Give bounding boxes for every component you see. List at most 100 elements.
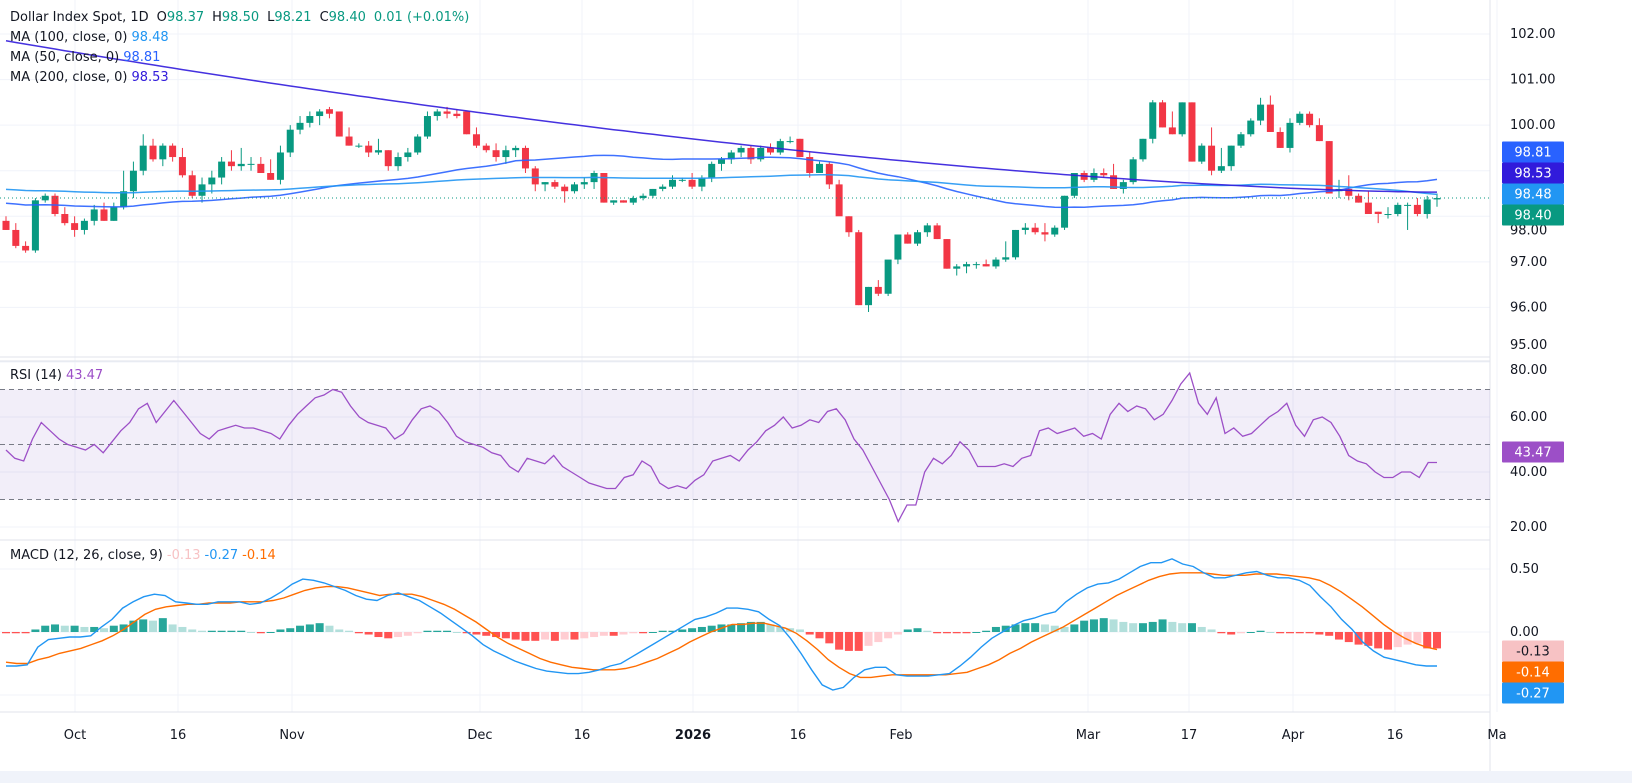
candle (218, 157, 226, 185)
candle (178, 147, 186, 178)
candle-body (629, 198, 637, 203)
macd-histogram-bar (580, 632, 589, 639)
time-axis-label: 16 (170, 728, 187, 743)
candle (159, 143, 167, 167)
macd-histogram-bar (1325, 632, 1334, 636)
candle (629, 195, 637, 205)
macd-histogram-bar (1197, 626, 1206, 632)
candle (933, 223, 941, 240)
macd-histogram-bar (374, 632, 383, 638)
candle-body (325, 109, 333, 114)
candle (1404, 202, 1412, 230)
price-axis-label: 101.00 (1510, 73, 1556, 88)
candle (1168, 111, 1176, 135)
candle (816, 161, 824, 173)
candle-body (1012, 229, 1020, 258)
macd-histogram-bar (1383, 632, 1392, 650)
candle-body (835, 184, 843, 217)
time-axis-label: 16 (574, 728, 591, 743)
macd-histogram-bar (1207, 629, 1216, 632)
candle-body (678, 179, 686, 181)
macd-histogram-bar (207, 630, 216, 632)
time-axis[interactable]: Oct 16 Nov Dec 16 2026 16 Feb Mar 17 Apr 16 Ma (0, 728, 1632, 783)
macd-histogram-bar (109, 625, 118, 632)
candle-body (1374, 211, 1382, 215)
candle-body (433, 111, 441, 117)
ma200-legend[interactable]: MA (200, close, 0) 98.53 (10, 68, 173, 88)
macd-legend[interactable]: MACD (12, 26, close, 9) -0.13 -0.27 -0.14 (10, 546, 280, 566)
candle (1296, 111, 1304, 126)
candle-body (953, 266, 961, 269)
candle-body (1198, 145, 1206, 162)
macd-histogram-bar (746, 621, 755, 632)
candle (237, 147, 245, 171)
candle (747, 145, 755, 164)
candle (1227, 145, 1235, 171)
candle (384, 150, 392, 171)
ma50-value: 98.81 (123, 50, 161, 65)
macd-histogram-bar (805, 632, 814, 635)
open-label: O (156, 10, 167, 25)
candle (90, 204, 98, 226)
candle-body (1266, 104, 1274, 132)
macd-histogram-bar (345, 630, 354, 632)
candle (1149, 100, 1157, 144)
candle-body (1168, 127, 1176, 135)
candle (619, 200, 627, 203)
macd-histogram-bar (21, 632, 30, 634)
candle (267, 159, 275, 180)
macd-histogram-bar (315, 623, 324, 632)
candle-body (306, 116, 314, 123)
macd-histogram-bar (874, 632, 883, 643)
ma50-legend[interactable]: MA (50, close, 0) 98.81 (10, 48, 164, 68)
price-axis-label: 96.00 (1510, 300, 1547, 315)
candle-body (531, 168, 539, 185)
candle-body (80, 220, 88, 230)
macd-histogram-bar (962, 632, 971, 634)
rsi-label: RSI (14) (10, 368, 62, 383)
price-axis[interactable]: 102.00 101.00 100.00 98.00 97.00 96.00 95.00 80… (1510, 27, 1556, 640)
candle-body (1188, 102, 1196, 162)
ma100-legend[interactable]: MA (100, close, 0) 98.48 (10, 28, 173, 48)
rsi-line-group (5, 371, 1437, 524)
macd-histogram-bar (305, 624, 314, 632)
macd-histogram-bar (560, 632, 569, 640)
candle (453, 109, 461, 119)
macd-histogram-bar (599, 632, 608, 636)
macd-histogram-bar (276, 629, 285, 632)
candle (276, 145, 284, 185)
candle-body (1178, 102, 1186, 135)
price-tag-bg (1502, 204, 1564, 226)
candle-body (551, 182, 559, 187)
candle-body (90, 209, 98, 221)
candle (2, 216, 10, 230)
candle-body (443, 111, 451, 114)
price-axis-label: 95.00 (1510, 338, 1547, 353)
candle-body (2, 220, 10, 230)
macd-tag-bg (1502, 661, 1564, 683)
candle-body (1394, 204, 1402, 215)
open-value: 98.37 (166, 10, 205, 25)
candle-body (580, 182, 588, 185)
candle-body (12, 229, 20, 246)
macd-histogram-bar (462, 632, 471, 634)
macd-histogram-bar (1266, 632, 1275, 633)
rsi-background-band (0, 389, 1490, 500)
macd-histogram-bar (296, 625, 305, 632)
macd-histogram-bar (1334, 632, 1343, 640)
macd-histogram-bar (90, 626, 99, 632)
macd-histogram-bar (403, 632, 412, 636)
macd-histogram-bar (51, 624, 60, 632)
candle (1374, 211, 1382, 224)
candle (1002, 241, 1010, 262)
ma50-label: MA (50, close, 0) (10, 50, 120, 65)
macd-histogram-bar (903, 629, 912, 632)
rsi-legend[interactable]: RSI (14) 43.47 (10, 366, 107, 386)
candle-body (1217, 166, 1225, 171)
macd-histogram-bar (511, 632, 520, 640)
candle (865, 286, 873, 312)
candle-body (188, 175, 196, 196)
candle-body (1041, 232, 1049, 235)
candle-body (267, 172, 275, 180)
candle-body (472, 134, 480, 146)
